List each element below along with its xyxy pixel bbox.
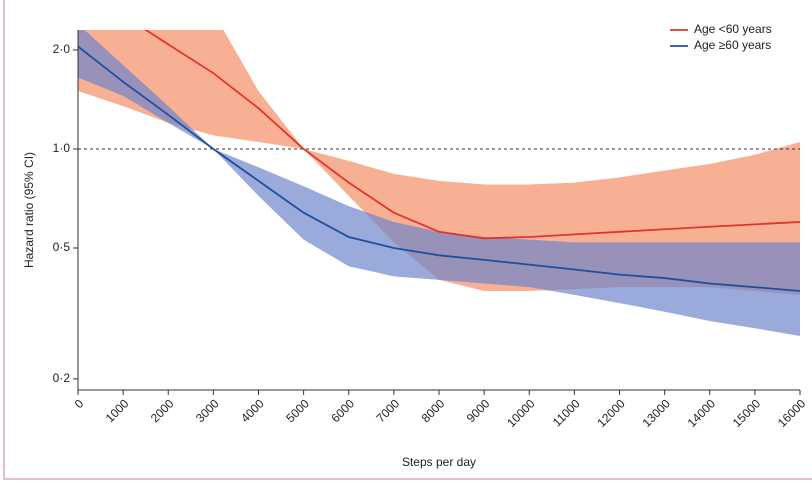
legend-label: Age <60 years <box>694 22 772 36</box>
y-tick-label: 1·0 <box>53 141 71 155</box>
y-tick-label: 0·2 <box>53 371 71 385</box>
bands <box>78 30 800 336</box>
y-axis-label: Hazard ratio (95% CI) <box>22 152 36 268</box>
x-tick-label: 13000 <box>639 396 673 430</box>
x-tick-label: 16000 <box>775 396 809 430</box>
figure-frame <box>3 0 812 480</box>
confidence-band <box>78 30 800 336</box>
x-tick-label: 15000 <box>730 396 764 430</box>
x-tick-label: 0 <box>72 396 87 411</box>
x-axis-label: Steps per day <box>402 455 476 469</box>
y-tick-label: 0·5 <box>53 240 71 254</box>
x-tick-label: 3000 <box>193 396 222 425</box>
x-tick-label: 7000 <box>373 396 402 425</box>
x-tick-label: 10000 <box>504 396 538 430</box>
series-line <box>78 45 800 292</box>
x-tick-label: 2000 <box>148 396 177 425</box>
x-tick-label: 5000 <box>283 396 312 425</box>
lines <box>78 30 800 292</box>
y-tick-label: 2·0 <box>53 42 71 56</box>
x-tick-label: 8000 <box>419 396 448 425</box>
x-tick-label: 1000 <box>103 396 132 425</box>
series-line <box>144 30 800 240</box>
x-tick-label: 4000 <box>238 396 267 425</box>
x-tick-label: 6000 <box>328 396 357 425</box>
legend-label: Age ≥60 years <box>694 38 771 52</box>
confidence-band <box>78 30 800 295</box>
x-tick-label: 9000 <box>464 396 493 425</box>
x-tick-label: 14000 <box>685 396 719 430</box>
x-tick-label: 11000 <box>550 396 583 429</box>
x-tick-label: 12000 <box>594 396 628 430</box>
